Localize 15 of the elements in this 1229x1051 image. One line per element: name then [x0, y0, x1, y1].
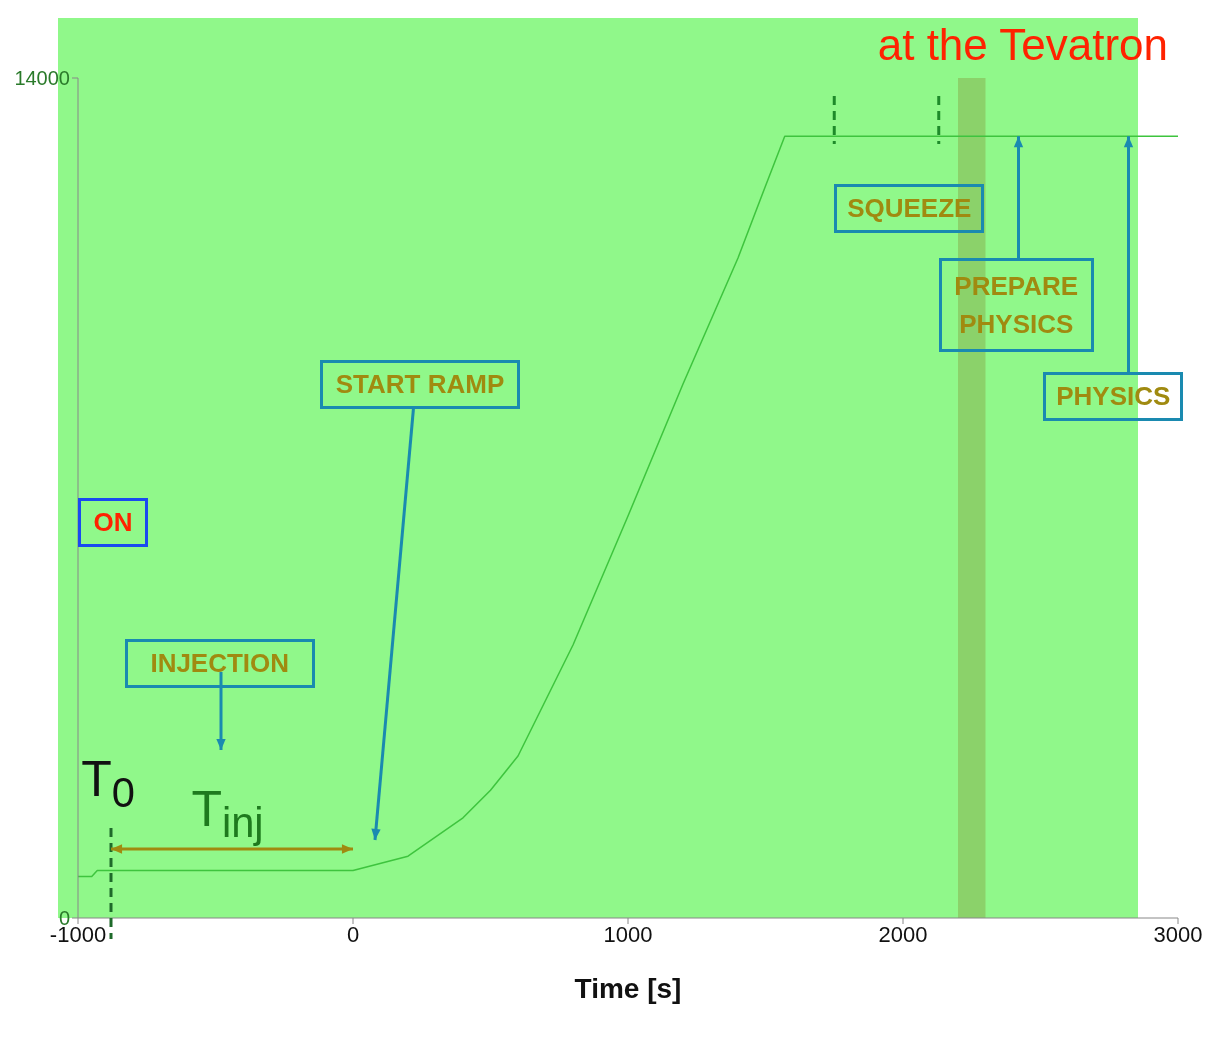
x-tick-label: 3000 [1153, 921, 1203, 947]
annotation: START RAMP [320, 360, 520, 409]
annotation: T$_{0}$ [80, 750, 136, 817]
annotation: ON [78, 498, 148, 547]
annotation: T$_{inj}$ [190, 780, 265, 847]
chart-title: at the Tevatron [877, 20, 1168, 70]
line-series [78, 135, 1178, 878]
x-tick-label: 0 [346, 921, 360, 947]
x-axis-title: Time [s] [574, 973, 682, 1004]
y-tick-label: 14000 [14, 67, 70, 90]
x-tick-label: 2000 [878, 921, 928, 947]
x-tick-label: 1000 [603, 921, 653, 947]
annotation: INJECTION [124, 639, 315, 688]
annotation: SQUEEZE [834, 184, 985, 234]
annotation: PREPARE PHYSICS [938, 258, 1094, 352]
